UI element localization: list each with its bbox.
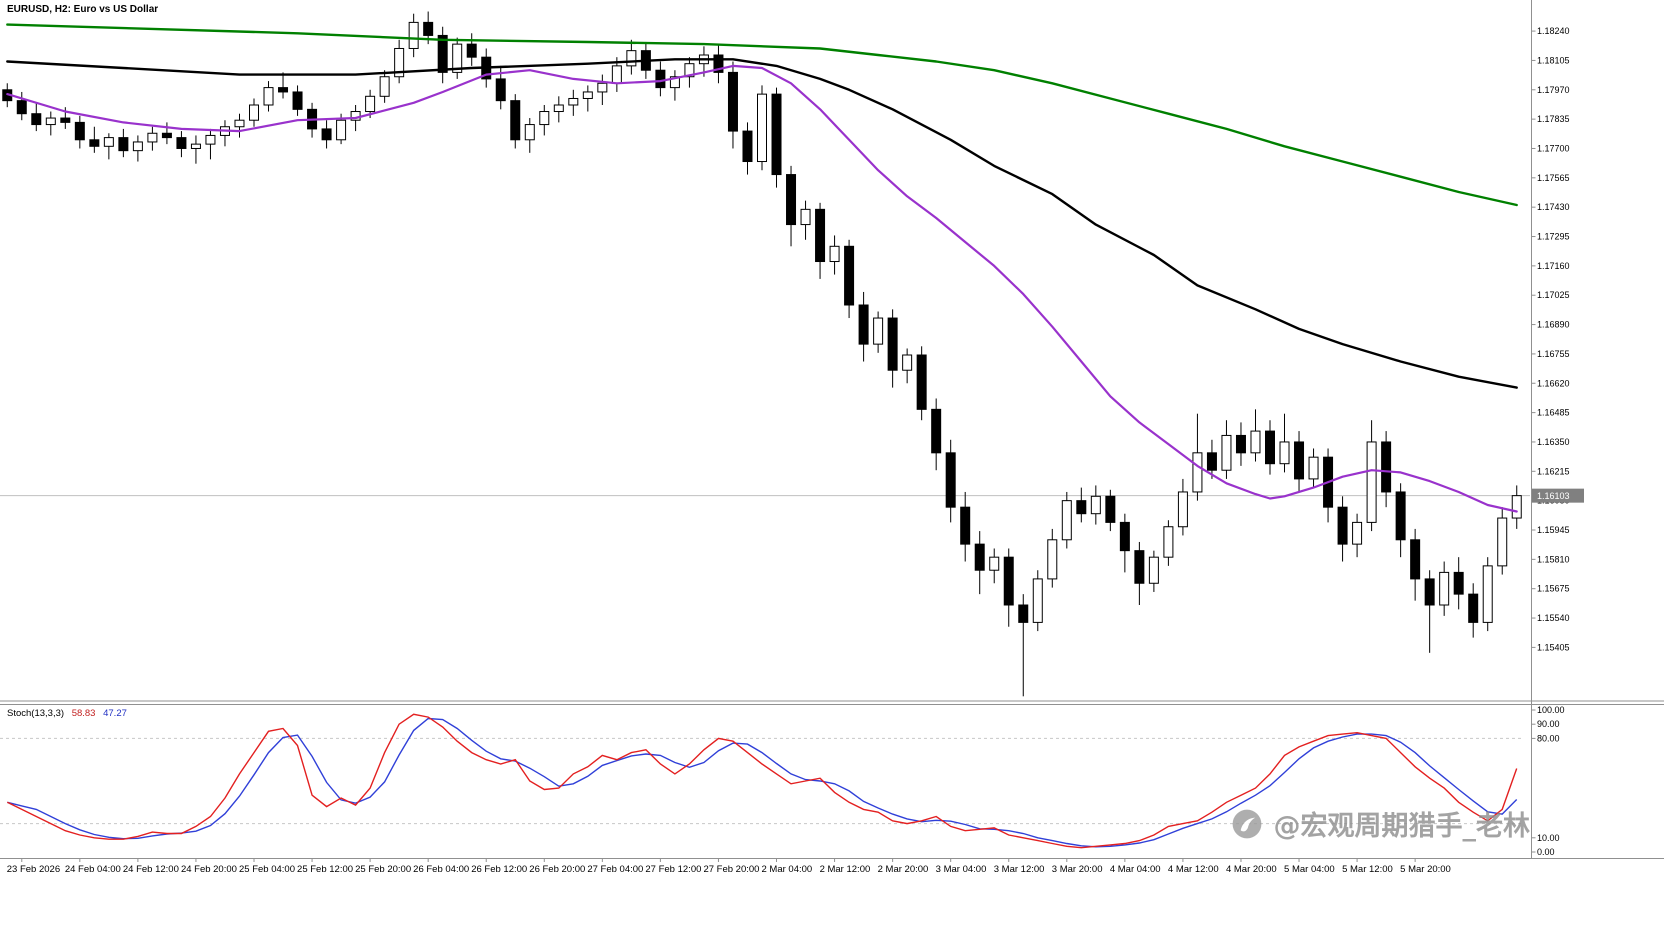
stoch-signal-line bbox=[7, 717, 1518, 848]
svg-text:4 Mar 04:00: 4 Mar 04:00 bbox=[1110, 864, 1161, 875]
svg-text:100.00: 100.00 bbox=[1537, 705, 1565, 715]
svg-text:27 Feb 20:00: 27 Feb 20:00 bbox=[703, 864, 759, 875]
svg-text:23 Feb 2026: 23 Feb 2026 bbox=[7, 864, 60, 875]
ma-slow-green bbox=[6, 23, 1518, 207]
price-axis[interactable]: 1.18240 1.18105 1.17970 1.17835 1.17700 1.175… bbox=[1531, 0, 1585, 858]
svg-text:1.15945: 1.15945 bbox=[1537, 525, 1570, 535]
svg-text:2 Mar 04:00: 2 Mar 04:00 bbox=[762, 864, 813, 875]
svg-text:27 Feb 12:00: 27 Feb 12:00 bbox=[645, 864, 701, 875]
svg-text:2 Mar 12:00: 2 Mar 12:00 bbox=[820, 864, 871, 875]
ma-mid-black bbox=[6, 58, 1518, 389]
indicator-main-value: 58.83 bbox=[71, 708, 96, 719]
svg-text:24 Feb 20:00: 24 Feb 20:00 bbox=[181, 864, 237, 875]
svg-text:5 Mar 20:00: 5 Mar 20:00 bbox=[1400, 864, 1451, 875]
svg-text:24 Feb 04:00: 24 Feb 04:00 bbox=[65, 864, 121, 875]
symbol-label: EURUSD, H2: Euro vs US Dollar bbox=[7, 4, 159, 15]
pane-separators bbox=[0, 700, 1664, 859]
svg-text:0.00: 0.00 bbox=[1537, 847, 1555, 857]
svg-text:26 Feb 04:00: 26 Feb 04:00 bbox=[413, 864, 469, 875]
svg-text:3 Mar 04:00: 3 Mar 04:00 bbox=[936, 864, 987, 875]
svg-text:1.15405: 1.15405 bbox=[1537, 642, 1570, 652]
svg-text:1.16620: 1.16620 bbox=[1537, 378, 1570, 388]
indicator-label: Stoch(13,3,3) 58.83 47.27 bbox=[7, 708, 127, 719]
svg-text:1.15675: 1.15675 bbox=[1537, 584, 1570, 594]
svg-text:1.17700: 1.17700 bbox=[1537, 143, 1570, 153]
svg-text:1.16350: 1.16350 bbox=[1537, 437, 1570, 447]
svg-text:90.00: 90.00 bbox=[1537, 719, 1560, 729]
svg-text:25 Feb 12:00: 25 Feb 12:00 bbox=[297, 864, 353, 875]
time-axis[interactable]: 23 Feb 2026 24 Feb 04:00 24 Feb 12:00 24 Fe… bbox=[7, 858, 1451, 875]
stochastic-pane[interactable] bbox=[0, 713, 1524, 849]
svg-text:1.16103: 1.16103 bbox=[1537, 491, 1570, 501]
svg-text:1.15810: 1.15810 bbox=[1537, 554, 1570, 564]
svg-text:1.17970: 1.17970 bbox=[1537, 85, 1570, 95]
svg-text:5 Mar 12:00: 5 Mar 12:00 bbox=[1342, 864, 1393, 875]
svg-text:80.00: 80.00 bbox=[1537, 733, 1560, 743]
svg-text:1.16890: 1.16890 bbox=[1537, 320, 1570, 330]
svg-text:1.17430: 1.17430 bbox=[1537, 202, 1570, 212]
svg-text:10.00: 10.00 bbox=[1537, 833, 1560, 843]
current-price-badge bbox=[1532, 488, 1584, 503]
svg-text:1.17160: 1.17160 bbox=[1537, 261, 1570, 271]
watermark: @宏观周期猎手_老林 bbox=[1229, 804, 1531, 843]
watermark-text: @宏观周期猎手_老林 bbox=[1273, 811, 1531, 842]
svg-text:5 Mar 04:00: 5 Mar 04:00 bbox=[1284, 864, 1335, 875]
svg-text:1.16485: 1.16485 bbox=[1537, 408, 1570, 418]
svg-text:1.18240: 1.18240 bbox=[1537, 26, 1570, 36]
watermark-logo-icon bbox=[1229, 806, 1265, 842]
svg-text:25 Feb 20:00: 25 Feb 20:00 bbox=[355, 864, 411, 875]
svg-text:1.16215: 1.16215 bbox=[1537, 466, 1570, 476]
svg-text:25 Feb 04:00: 25 Feb 04:00 bbox=[239, 864, 295, 875]
main-price-pane[interactable] bbox=[0, 11, 1530, 697]
svg-text:1.18105: 1.18105 bbox=[1537, 55, 1570, 65]
svg-text:1.17295: 1.17295 bbox=[1537, 232, 1570, 242]
svg-text:3 Mar 20:00: 3 Mar 20:00 bbox=[1052, 864, 1103, 875]
svg-text:1.17565: 1.17565 bbox=[1537, 173, 1570, 183]
svg-text:2 Mar 20:00: 2 Mar 20:00 bbox=[878, 864, 929, 875]
svg-text:1.17025: 1.17025 bbox=[1537, 290, 1570, 300]
svg-text:1.16755: 1.16755 bbox=[1537, 349, 1570, 359]
svg-text:1.15540: 1.15540 bbox=[1537, 613, 1570, 623]
indicator-name: Stoch(13,3,3) bbox=[7, 708, 65, 719]
ma-fast-purple bbox=[6, 64, 1518, 513]
stoch-main-line bbox=[6, 713, 1518, 849]
svg-text:4 Mar 12:00: 4 Mar 12:00 bbox=[1168, 864, 1219, 875]
svg-text:1.17835: 1.17835 bbox=[1537, 114, 1570, 124]
svg-text:27 Feb 04:00: 27 Feb 04:00 bbox=[587, 864, 643, 875]
svg-text:3 Mar 12:00: 3 Mar 12:00 bbox=[994, 864, 1045, 875]
svg-text:26 Feb 12:00: 26 Feb 12:00 bbox=[471, 864, 527, 875]
svg-text:24 Feb 12:00: 24 Feb 12:00 bbox=[123, 864, 179, 875]
svg-text:4 Mar 20:00: 4 Mar 20:00 bbox=[1226, 864, 1277, 875]
svg-text:26 Feb 20:00: 26 Feb 20:00 bbox=[529, 864, 585, 875]
indicator-signal-value: 47.27 bbox=[103, 708, 127, 719]
